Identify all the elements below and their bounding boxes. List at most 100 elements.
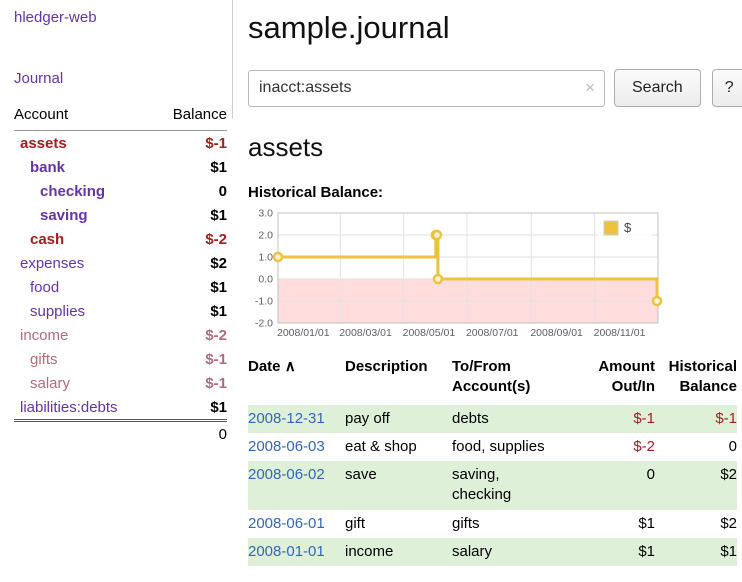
transaction-description: eat & shop: [345, 437, 417, 455]
chart-legend-label: $: [624, 220, 632, 235]
accounts-total-row: 0: [14, 419, 227, 447]
account-row: bank $1: [14, 155, 227, 179]
chart-ytick-label: -1.0: [255, 296, 273, 308]
main-content: sample.journal × Search ? assets Histori…: [233, 0, 742, 582]
clear-search-icon[interactable]: ×: [585, 77, 595, 97]
account-balance: $-1: [205, 134, 227, 152]
account-row: food $1: [14, 275, 227, 299]
account-link[interactable]: cash: [30, 230, 65, 248]
account-link[interactable]: saving: [40, 206, 88, 224]
accounts-header-row: Account Balance: [14, 102, 227, 131]
account-heading: assets: [248, 132, 324, 162]
account-balance: $1: [210, 398, 227, 416]
account-link[interactable]: bank: [30, 158, 66, 176]
transaction-accounts: food, supplies: [452, 437, 545, 455]
chart-ytick-label: 1.0: [258, 252, 273, 264]
transaction-description: pay off: [345, 409, 390, 427]
transaction-row: 2008-06-03 eat & shop food, supplies $-2 0: [248, 433, 737, 461]
transaction-amount: $1: [638, 514, 655, 532]
account-row: saving $1: [14, 203, 227, 227]
transaction-balance: $-1: [715, 409, 737, 427]
transaction-row: 2008-06-02 save saving, checking 0 $2: [248, 461, 737, 510]
account-link[interactable]: liabilities:debts: [20, 398, 118, 416]
account-row: expenses $2: [14, 251, 227, 275]
account-row: assets $-1: [14, 131, 227, 156]
transaction-accounts: debts: [452, 409, 489, 427]
account-link[interactable]: assets: [20, 134, 67, 152]
chart-xtick-label: 2008/09/01: [530, 327, 583, 339]
chart-ytick-label: 2.0: [258, 230, 273, 242]
account-balance: $1: [210, 158, 227, 176]
transaction-date-link[interactable]: 2008-12-31: [248, 409, 325, 427]
account-link[interactable]: income: [20, 326, 69, 344]
chart-point: [651, 295, 663, 307]
transaction-accounts: gifts: [452, 514, 480, 532]
transaction-accounts: saving, checking: [452, 466, 512, 504]
sidebar-scrollbar[interactable]: [232, 0, 233, 118]
transaction-balance: $2: [720, 466, 737, 483]
chart-xtick-label: 2008/07/01: [466, 327, 519, 339]
register-header-date[interactable]: Date ∧: [248, 355, 345, 405]
account-link[interactable]: checking: [40, 182, 106, 200]
account-link[interactable]: supplies: [30, 302, 86, 320]
register-table-body: 2008-12-31 pay off debts $-1 $-1 2008-06-03 ea…: [248, 404, 737, 566]
transaction-balance: $2: [720, 514, 737, 532]
transaction-balance: 0: [728, 437, 737, 455]
account-link[interactable]: expenses: [20, 254, 85, 272]
account-link[interactable]: gifts: [30, 350, 58, 368]
transaction-row: 2008-06-01 gift gifts $1 $2: [248, 510, 737, 538]
app-title-link[interactable]: hledger-web: [14, 9, 97, 26]
chart-xtick-label: 2008/05/01: [403, 327, 456, 339]
account-balance: $-1: [205, 374, 227, 392]
transaction-date-link[interactable]: 2008-06-01: [248, 514, 325, 532]
account-row: gifts $-1: [14, 347, 227, 371]
transaction-amount: 0: [646, 466, 655, 483]
account-balance: $2: [210, 254, 227, 272]
account-row: liabilities:debts $1: [14, 395, 227, 421]
chart-point: [431, 229, 443, 241]
account-balance: $-1: [205, 350, 227, 368]
account-row: checking 0: [14, 179, 227, 203]
chart-title: Historical Balance:: [248, 184, 384, 201]
transaction-amount: $-2: [633, 437, 655, 455]
sidebar: hledger-web Journal Account Balance asse…: [0, 0, 233, 582]
chart-xtick-label: 2008/01/01: [277, 327, 330, 339]
nav-journal-link[interactable]: Journal: [14, 70, 64, 87]
account-link[interactable]: salary: [30, 374, 71, 392]
account-row: supplies $1: [14, 299, 227, 323]
account-balance: $1: [210, 302, 227, 320]
account-balance: $-2: [205, 230, 227, 248]
chart-border: [277, 212, 659, 324]
chart-ytick-label: -2.0: [255, 318, 273, 330]
transaction-amount: $1: [638, 542, 655, 560]
transaction-row: 2008-12-31 pay off debts $-1 $-1: [248, 404, 737, 433]
transaction-amount: $-1: [633, 409, 655, 427]
chart-xtick-label: 2008/11/01: [594, 327, 646, 339]
transaction-date-link[interactable]: 2008-06-02: [248, 466, 325, 483]
account-balance: $1: [210, 278, 227, 296]
accounts-header-balance: Balance: [153, 102, 227, 131]
accounts-total-value: 0: [153, 419, 227, 447]
chart-point: [272, 251, 284, 263]
search-button[interactable]: Search: [614, 69, 701, 107]
register-header-amount: Amount Out/In: [598, 358, 655, 396]
transaction-description: income: [345, 542, 394, 560]
transaction-date-link[interactable]: 2008-01-01: [248, 542, 325, 560]
accounts-total-spacer: [14, 419, 154, 447]
account-balance: 0: [218, 182, 227, 200]
account-row: income $-2: [14, 323, 227, 347]
page-title: sample.journal: [248, 10, 450, 45]
search-input[interactable]: [248, 69, 605, 107]
search-form: × Search ?: [248, 69, 742, 107]
account-link[interactable]: food: [30, 278, 60, 296]
transaction-accounts: salary: [452, 542, 493, 560]
chart-legend-swatch: [603, 220, 619, 236]
accounts-header-account: Account: [14, 102, 154, 131]
transaction-date-link[interactable]: 2008-06-03: [248, 437, 325, 455]
account-balance: $1: [210, 206, 227, 224]
balance-chart: 3.0 2.0 1.0 0.0 -1.0 -2.0 2008/01/01 2008/03/01…: [255, 208, 663, 339]
help-button[interactable]: ?: [711, 69, 742, 107]
register-header-balance: Historical Balance: [668, 358, 737, 396]
account-balance: $-2: [205, 326, 227, 344]
